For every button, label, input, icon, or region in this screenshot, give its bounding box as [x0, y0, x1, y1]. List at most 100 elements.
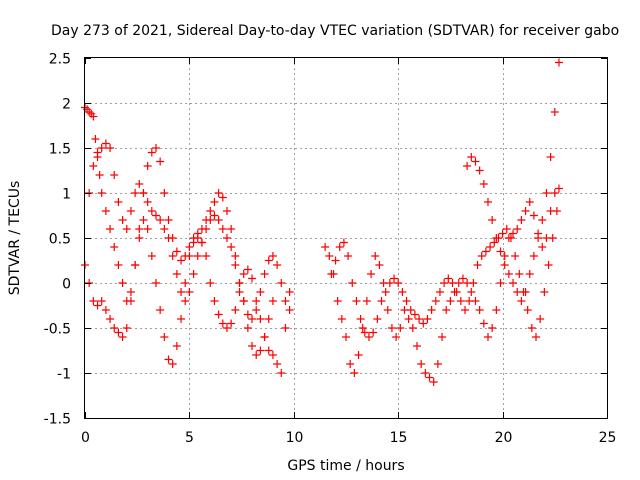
data-point-track-b: [193, 234, 202, 242]
data-point-track-a: [277, 279, 286, 287]
data-point-track-a: [160, 189, 169, 197]
data-point-track-b: [172, 342, 181, 350]
data-point-track-c: [110, 171, 119, 179]
data-point-track-e: [402, 297, 411, 305]
data-point-track-f: [479, 180, 488, 188]
data-point-track-c: [222, 234, 231, 242]
data-point-track-b: [231, 306, 240, 314]
data-point-track-b: [252, 297, 261, 305]
data-point-track-b: [235, 288, 244, 296]
data-point-track-d: [346, 360, 355, 368]
data-point-track-d: [496, 279, 505, 287]
data-point-track-d: [333, 297, 342, 305]
data-point-track-d: [408, 324, 417, 332]
data-point-track-e: [444, 274, 453, 283]
data-point-track-e: [523, 306, 532, 314]
data-point-track-a: [260, 270, 269, 278]
data-point-track-e: [327, 270, 336, 278]
data-point-track-d: [417, 360, 426, 368]
data-point-track-e: [477, 252, 486, 260]
data-point-track-a: [218, 193, 227, 202]
data-point-track-d: [367, 270, 376, 278]
data-point-track-b: [164, 355, 173, 364]
data-point-track-f: [550, 108, 559, 116]
data-point-track-a: [206, 207, 215, 215]
data-point-track-e: [344, 252, 353, 260]
data-point-track-b: [277, 369, 286, 377]
data-point-track-b: [126, 297, 135, 305]
data-point-track-c: [114, 198, 123, 206]
data-point-track-e: [394, 279, 403, 287]
data-point-track-d: [525, 198, 534, 206]
data-point-track-b: [214, 310, 223, 319]
data-point-track-c: [156, 216, 165, 224]
data-point-track-b: [114, 328, 123, 337]
data-point-track-d: [396, 324, 405, 332]
data-point-track-a: [91, 135, 100, 143]
y-tick-label: 2.5: [49, 52, 71, 68]
data-point-track-a: [156, 157, 165, 166]
data-point-track-c: [210, 211, 219, 220]
data-point-track-e: [481, 247, 490, 256]
data-point-track-a: [273, 261, 282, 269]
data-point-track-d: [458, 274, 467, 283]
data-point-track-e: [335, 243, 344, 251]
data-point-track-d: [529, 211, 538, 220]
data-point-track-e: [536, 315, 545, 323]
data-point-track-a: [110, 243, 119, 251]
data-point-track-f: [554, 58, 563, 67]
data-point-track-c: [181, 297, 190, 305]
data-point-track-e: [552, 207, 561, 215]
data-point-track-f: [475, 166, 484, 175]
data-point-track-a: [214, 189, 223, 197]
data-point-track-d: [371, 252, 380, 260]
data-point-track-d: [479, 319, 488, 328]
data-point-track-f: [467, 153, 476, 161]
data-point-track-c: [177, 288, 186, 296]
plot-frame: [84, 57, 608, 419]
data-point-track-c: [164, 234, 173, 242]
data-point-track-f: [542, 189, 551, 197]
data-point-track-e: [339, 238, 348, 247]
data-point-track-a: [256, 288, 265, 296]
data-point-track-c: [89, 162, 98, 170]
data-point-track-d: [438, 333, 447, 341]
x-axis-label: GPS time / hours: [287, 458, 404, 474]
data-point-track-e: [415, 315, 424, 323]
data-point-track-c: [106, 144, 115, 152]
data-point-track-e: [452, 288, 461, 296]
data-point-track-c: [239, 297, 248, 305]
data-point-track-c: [151, 211, 160, 220]
data-point-track-c: [97, 144, 106, 152]
data-point-track-b: [118, 333, 127, 341]
data-point-track-a: [268, 252, 277, 260]
data-point-track-b: [101, 306, 110, 314]
data-point-track-f: [509, 279, 518, 287]
data-point-track-e: [364, 333, 373, 341]
data-point-track-e: [419, 319, 428, 328]
data-point-track-e: [486, 243, 495, 251]
data-point-track-c: [139, 189, 148, 197]
data-point-track-c: [189, 270, 198, 278]
data-point-track-d: [513, 225, 522, 233]
data-point-track-b: [227, 319, 236, 328]
data-point-track-b: [147, 252, 156, 260]
x-tick-label: 0: [81, 430, 90, 446]
data-point-track-a: [135, 225, 144, 233]
data-point-track-f: [496, 247, 505, 256]
data-point-track-a: [281, 297, 290, 305]
x-tick-label: 20: [495, 430, 513, 446]
data-point-track-a: [95, 171, 104, 179]
data-point-track-b: [281, 324, 290, 332]
data-point-track-d: [500, 252, 509, 260]
data-point-track-c: [206, 216, 215, 224]
data-point-track-f: [513, 288, 522, 296]
data-point-track-e: [356, 315, 365, 323]
data-point-track-b: [248, 274, 257, 283]
data-point-track-e: [515, 270, 524, 278]
data-point-track-d: [421, 369, 430, 377]
data-point-track-b: [135, 234, 144, 242]
data-point-track-a: [227, 225, 236, 233]
data-point-track-e: [511, 252, 520, 260]
data-point-track-a: [164, 216, 173, 224]
